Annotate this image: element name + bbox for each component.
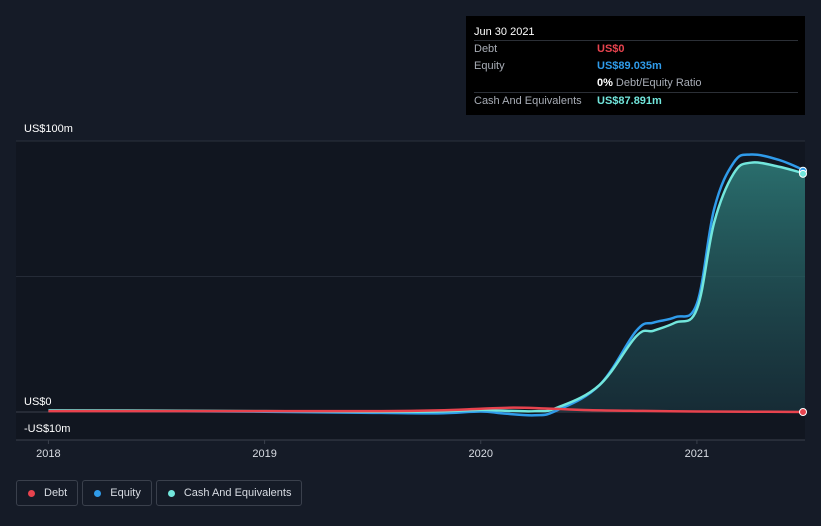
y-axis-labels: US$100m US$0 -US$10m (24, 123, 73, 435)
x-tick-label: 2019 (252, 448, 276, 460)
x-tick-label: 2020 (469, 448, 493, 460)
tooltip-label: Equity (474, 60, 505, 72)
series-lines (48, 153, 807, 417)
tooltip-label: Cash And Equivalents (474, 95, 582, 107)
tooltip-row-cash: Cash And Equivalents US$87.891m (474, 92, 798, 110)
tooltip-row-equity: Equity US$89.035m (474, 58, 798, 75)
x-tick-label: 2021 (685, 448, 709, 460)
tooltip-value: 0% (597, 77, 613, 89)
tooltip-date: Jun 30 2021 (474, 26, 535, 38)
x-axis-labels: 2018 2019 2020 2021 (36, 440, 709, 460)
legend-dot-icon (94, 489, 102, 497)
tooltip-value: US$87.891m (597, 95, 662, 107)
legend-dot-icon (167, 489, 175, 497)
y-tick-label: -US$10m (24, 423, 70, 435)
legend-item-debt[interactable]: Debt (16, 480, 79, 506)
tooltip-label (474, 75, 597, 92)
legend-label: Debt (44, 487, 68, 499)
hover-tooltip: Jun 30 2021 Debt US$0 Equity US$89.035m … (466, 16, 805, 115)
legend-item-equity[interactable]: Equity (82, 480, 152, 506)
y-tick-label: US$0 (24, 396, 52, 408)
tooltip-value: US$89.035m (597, 60, 662, 72)
series-end-point (799, 408, 807, 416)
tooltip-row-debt: Debt US$0 (474, 40, 798, 58)
legend-dot-icon (28, 489, 35, 497)
y-tick-label: US$100m (24, 123, 73, 135)
legend-item-cash[interactable]: Cash And Equivalents (155, 480, 303, 506)
legend-label: Cash And Equivalents (183, 487, 292, 499)
legend-label: Equity (110, 487, 141, 499)
tooltip-row-ratio: 0% Debt/Equity Ratio (474, 75, 798, 92)
tooltip-sublabel: Debt/Equity Ratio (615, 77, 702, 89)
cash-area (48, 162, 805, 412)
x-tick-label: 2018 (36, 448, 60, 460)
tooltip-label: Debt (474, 43, 498, 55)
series-line-debt (48, 406, 806, 414)
tooltip-value: US$0 (597, 43, 625, 55)
series-end-point (799, 169, 807, 178)
chart-legend: Debt Equity Cash And Equivalents (16, 480, 303, 506)
